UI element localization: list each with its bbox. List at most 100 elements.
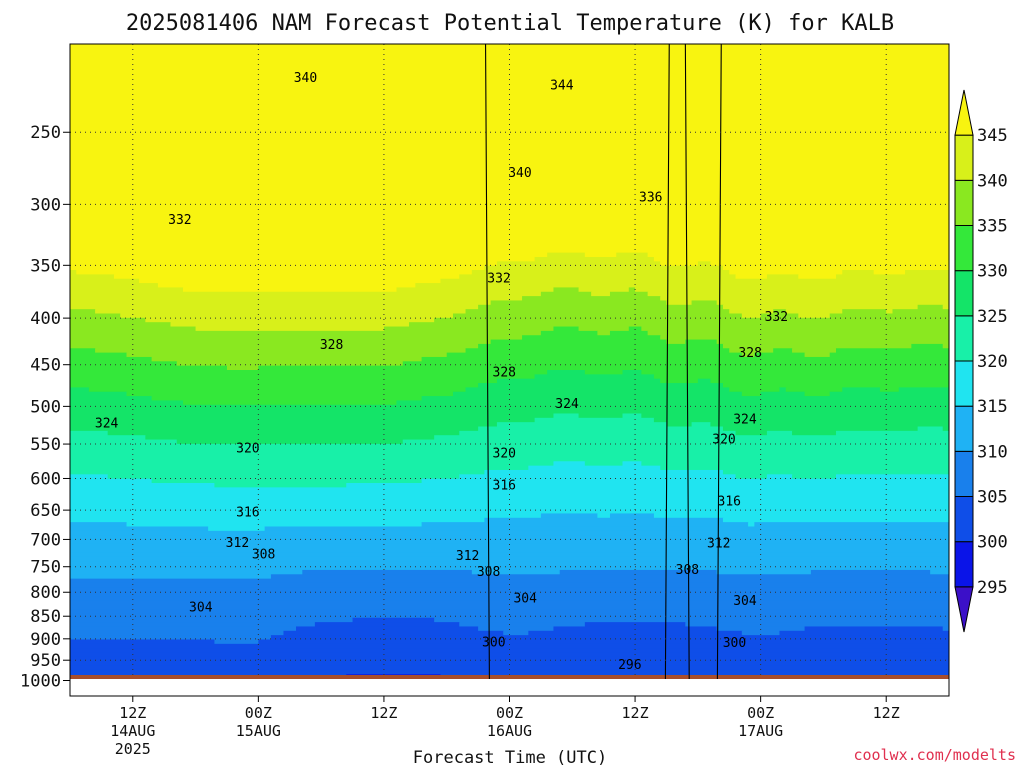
band-cell — [572, 683, 704, 688]
band-cell — [70, 648, 949, 654]
band-cell — [496, 378, 661, 384]
band-cell — [70, 596, 949, 601]
band-cell — [697, 378, 712, 384]
band-cell — [70, 256, 536, 262]
band-cell — [779, 630, 949, 636]
y-tick-label: 900 — [30, 630, 61, 650]
colorbar-swatch — [954, 179, 974, 226]
band-cell — [70, 669, 949, 675]
x-tick-date: 17AUG — [738, 722, 783, 740]
band-cell — [647, 252, 949, 258]
band-cell — [478, 426, 724, 432]
contour-label: 308 — [676, 563, 699, 578]
band-cell — [95, 309, 467, 315]
x-tick-date: 14AUG — [110, 722, 155, 740]
y-tick-label: 600 — [30, 469, 61, 489]
band-cell — [70, 683, 309, 688]
band-cell — [641, 461, 949, 467]
band-cell — [70, 113, 949, 119]
band-cell — [70, 665, 949, 671]
x-tick-date: 16AUG — [487, 722, 532, 740]
band-cell — [226, 365, 259, 371]
band-cell — [578, 326, 630, 332]
band-cell — [151, 356, 423, 362]
colorbar-swatch — [954, 315, 974, 362]
band-cell — [70, 270, 77, 275]
contour-label: 336 — [639, 191, 662, 206]
band-cell — [478, 343, 724, 349]
band-cell — [70, 170, 949, 175]
band-cell — [70, 252, 548, 258]
band-cell — [70, 465, 529, 471]
band-cell — [741, 630, 781, 636]
band-cell — [396, 287, 555, 293]
band-cell — [70, 217, 949, 223]
x-axis-label: Forecast Time (UTC) — [413, 748, 607, 768]
band-cell — [70, 483, 216, 488]
band-cell — [402, 439, 949, 445]
band-cell — [911, 343, 944, 349]
band-cell — [70, 643, 949, 649]
band-cell — [70, 165, 949, 171]
y-tick-label: 850 — [30, 607, 61, 627]
colorbar: 295 300 305 310 315 320 325 330 335 340 345 — [954, 89, 1008, 633]
band-cell — [553, 326, 580, 332]
band-cell — [70, 548, 949, 554]
band-cell — [70, 678, 322, 679]
band-cell — [697, 261, 712, 267]
band-cell — [70, 452, 949, 458]
band-cell — [70, 426, 479, 432]
band-cell — [440, 278, 949, 284]
band-cell — [70, 243, 949, 249]
band-cell — [126, 391, 454, 397]
band-cell — [735, 430, 768, 436]
band-cell — [176, 361, 404, 367]
band-cell — [70, 313, 121, 319]
band-cell — [672, 678, 949, 679]
y-tick-label: 400 — [30, 309, 61, 329]
band-cell — [817, 683, 912, 688]
band-cell — [70, 239, 949, 245]
contour-label: 324 — [555, 397, 579, 412]
band-cell — [942, 626, 949, 632]
band-cell — [70, 235, 949, 241]
band-cell — [785, 309, 843, 315]
band-cell — [785, 387, 843, 393]
band-cell — [70, 478, 153, 484]
band-cell — [553, 287, 580, 293]
band-cell — [766, 474, 793, 480]
colorbar-swatch — [954, 586, 974, 633]
colorbar-label: 315 — [977, 397, 1008, 417]
contour-label: 328 — [493, 366, 516, 381]
band-cell — [270, 574, 949, 580]
band-cell — [70, 74, 949, 80]
band-cell — [302, 569, 473, 575]
chart-title: 2025081406 NAM Forecast Potential Temper… — [126, 11, 894, 36]
band-cell — [622, 461, 642, 467]
band-cell — [716, 300, 949, 306]
contour-label: 316 — [236, 506, 259, 521]
band-cell — [434, 435, 949, 441]
band-cell — [792, 474, 837, 480]
band-cell — [660, 465, 949, 471]
band-cell — [70, 139, 949, 145]
band-cell — [70, 161, 949, 167]
colorbar-label: 325 — [977, 307, 1008, 327]
band-cell — [70, 626, 297, 632]
band-cell — [70, 504, 949, 510]
band-cell — [660, 378, 699, 384]
band-cell — [70, 543, 949, 549]
band-cell — [70, 622, 316, 628]
band-cell — [421, 522, 749, 528]
band-cell — [70, 526, 209, 532]
band-cell — [70, 83, 949, 89]
band-cell — [70, 613, 949, 619]
band-cell — [722, 383, 949, 388]
band-cell — [459, 274, 737, 280]
band-cell — [886, 309, 894, 315]
contour-label: 324 — [95, 416, 119, 431]
band-cell — [70, 561, 949, 567]
band-cell — [70, 361, 178, 367]
band-cell — [804, 626, 944, 632]
band-cell — [70, 283, 159, 289]
